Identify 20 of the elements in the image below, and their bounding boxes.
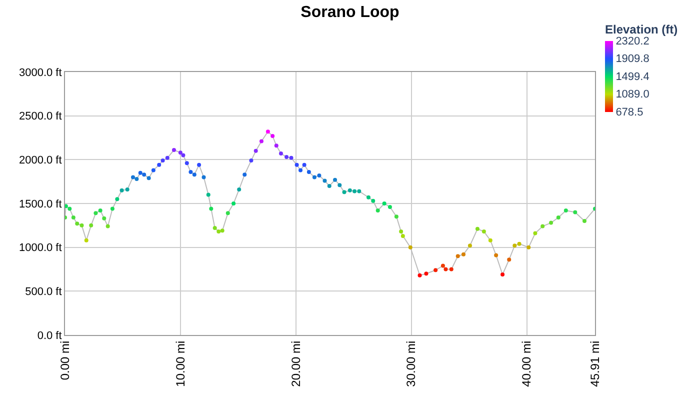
color-bar-label: 1909.8 <box>616 53 650 66</box>
color-bar-label: 1499.4 <box>616 70 650 83</box>
x-tick-label: 0.00 mi <box>58 340 72 380</box>
color-bar-label: 2320.2 <box>616 35 650 48</box>
y-tick-label: 2000.0 ft <box>18 154 62 167</box>
x-tick-label: 45.91 mi <box>588 340 602 387</box>
y-tick-label: 1000.0 ft <box>18 242 62 254</box>
x-tick-label: 30.00 mi <box>404 340 418 387</box>
y-tick-label: 1500.0 ft <box>18 198 62 210</box>
x-tick-label: 10.00 mi <box>173 340 188 387</box>
x-tick-label: 20.00 mi <box>288 340 303 387</box>
y-tick-label: 3000.0 ft <box>18 66 62 79</box>
color-bar-label: 678.5 <box>616 106 644 118</box>
y-tick-label: 0.0 ft <box>37 330 62 342</box>
y-tick-label: 500.0 ft <box>25 286 62 298</box>
chart-title: Sorano Loop <box>300 4 400 22</box>
x-tick-label: 40.00 mi <box>520 340 534 387</box>
color-bar-title: Elevation (ft) <box>605 22 678 37</box>
color-bar-label: 1089.0 <box>616 88 650 101</box>
y-tick-label: 2500.0 ft <box>18 110 62 123</box>
